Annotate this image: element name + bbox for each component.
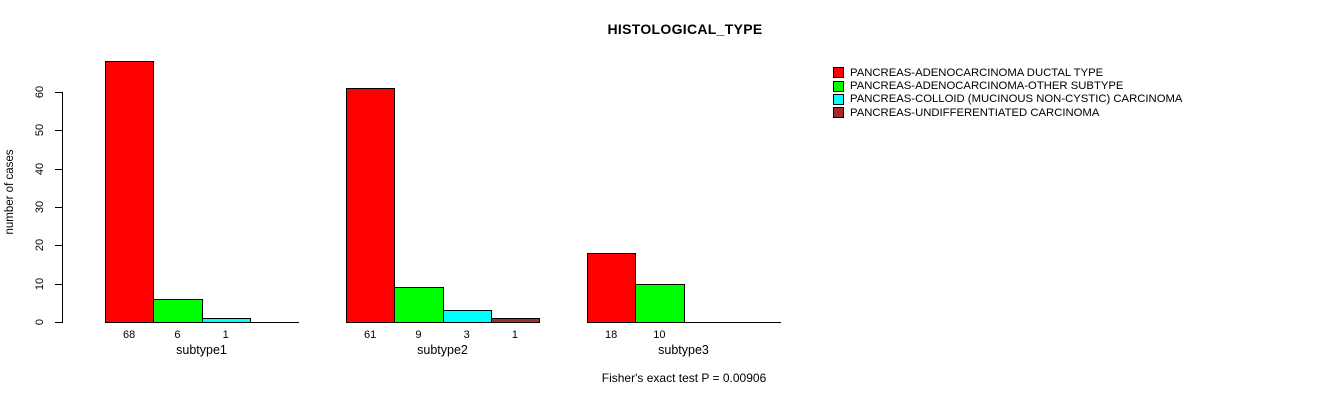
legend-swatch xyxy=(833,80,844,92)
y-tick xyxy=(55,169,62,170)
bar-value-label: 3 xyxy=(463,329,470,341)
y-tick xyxy=(55,130,62,131)
y-tick-label: 60 xyxy=(34,85,46,99)
y-tick xyxy=(55,284,62,285)
group-label: subtype3 xyxy=(658,343,709,357)
y-tick-label: 20 xyxy=(34,238,46,252)
group-label: subtype2 xyxy=(417,343,468,357)
y-tick-label: 40 xyxy=(34,162,46,176)
fisher-test-annotation: Fisher's exact test P = 0.00906 xyxy=(601,371,767,385)
bar-value-label: 1 xyxy=(222,329,229,341)
bar-value-label: 9 xyxy=(415,329,422,341)
bar-value-label: 61 xyxy=(364,329,377,341)
y-tick xyxy=(55,245,62,246)
y-tick-label: 0 xyxy=(34,318,46,326)
bar-value-label: 18 xyxy=(605,329,618,341)
bar xyxy=(443,310,492,323)
bar-value-label: 6 xyxy=(174,329,181,341)
legend: PANCREAS-ADENOCARCINOMA DUCTAL TYPE PANCR… xyxy=(833,66,1182,120)
y-axis-label: number of cases xyxy=(4,149,16,235)
legend-swatch xyxy=(833,67,844,79)
legend-item: PANCREAS-ADENOCARCINOMA DUCTAL TYPE xyxy=(833,66,1182,79)
legend-swatch xyxy=(833,107,844,119)
chart-title: HISTOLOGICAL_TYPE xyxy=(607,21,763,37)
bar xyxy=(153,299,203,323)
bar xyxy=(635,284,685,323)
legend-swatch xyxy=(833,93,844,105)
group-label: subtype1 xyxy=(176,343,227,357)
legend-item: PANCREAS-COLLOID (MUCINOUS NON-CYSTIC) C… xyxy=(833,93,1182,106)
bar xyxy=(105,61,154,323)
legend-item: PANCREAS-UNDIFFERENTIATED CARCINOMA xyxy=(833,106,1182,119)
legend-label: PANCREAS-COLLOID (MUCINOUS NON-CYSTIC) C… xyxy=(850,93,1183,106)
y-axis-line xyxy=(62,92,63,323)
legend-label: PANCREAS-ADENOCARCINOMA DUCTAL TYPE xyxy=(850,66,1104,79)
bar-value-label: 10 xyxy=(653,329,666,341)
legend-item: PANCREAS-ADENOCARCINOMA-OTHER SUBTYPE xyxy=(833,79,1182,92)
y-tick-label: 30 xyxy=(34,200,46,214)
bar xyxy=(491,318,540,323)
y-tick-label: 50 xyxy=(34,123,46,137)
y-tick xyxy=(55,207,62,208)
legend-label: PANCREAS-ADENOCARCINOMA-OTHER SUBTYPE xyxy=(850,80,1124,93)
y-tick-label: 10 xyxy=(34,277,46,291)
legend-label: PANCREAS-UNDIFFERENTIATED CARCINOMA xyxy=(850,106,1100,119)
y-tick xyxy=(55,92,62,93)
bar-value-label: 68 xyxy=(123,329,136,341)
bar xyxy=(202,318,251,323)
bar xyxy=(587,253,636,323)
bar xyxy=(346,88,395,323)
bar-value-label: 1 xyxy=(511,329,518,341)
bar xyxy=(394,287,444,323)
y-tick xyxy=(55,322,62,323)
